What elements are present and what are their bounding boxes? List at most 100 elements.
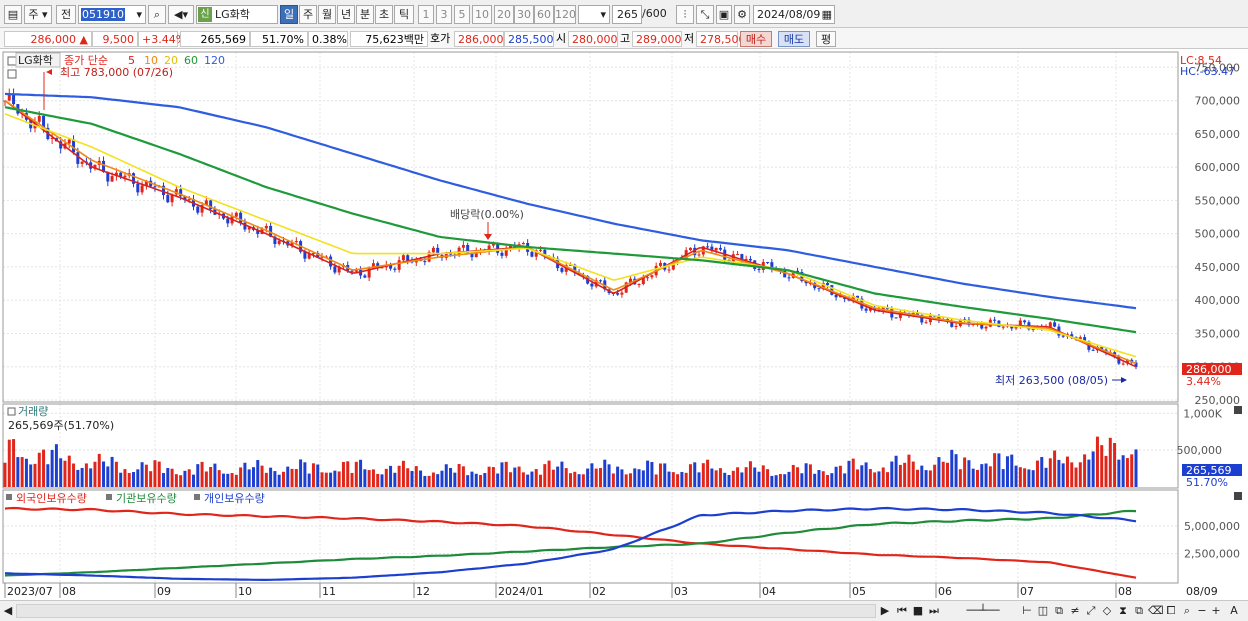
pane-settings-icon[interactable] [7,69,17,79]
period-minute-button[interactable]: 분 [356,5,374,24]
stock-name-field[interactable]: 신 LG화학 [196,5,278,24]
interval-3-button[interactable]: 3 [436,5,452,24]
low-price: 278,500 [696,31,746,47]
volume-bar [654,474,658,487]
volume-bar [1057,459,1061,487]
volume-bar [933,464,937,487]
volume-bar [251,467,255,487]
evaluate-button[interactable]: 평 [816,31,836,47]
low-label: 저 [684,32,695,45]
volume-bar [389,465,393,487]
volume-bar [320,472,324,487]
compare-icon[interactable]: ⤡ [696,5,714,24]
candle-body [504,248,508,256]
volume-bar [192,474,195,487]
volume-bar [234,474,238,487]
market-select[interactable]: 주 ▾ [24,5,52,24]
volume-pane-close-icon[interactable] [1234,406,1242,414]
volume-bar [993,453,997,487]
period-day-button[interactable]: 일 [280,5,298,24]
period-tick-button[interactable]: 틱 [394,5,414,24]
volume-bar [269,467,273,487]
window-icon[interactable]: ◫ [1037,604,1049,617]
holdings-line-0 [4,506,1137,579]
interval-1-button[interactable]: 1 [418,5,434,24]
period-month-button[interactable]: 월 [318,5,336,24]
volume-pane-icon[interactable] [7,407,16,416]
current-price-tag [1182,363,1242,375]
interval-120-button[interactable]: 120 [554,5,576,24]
zoom-icon[interactable]: ⌕ [1183,604,1191,617]
volume-bar [299,459,303,487]
horizontal-scrollbar[interactable] [16,604,876,618]
volume-bar [821,471,825,487]
interval-60-button[interactable]: 60 [534,5,554,24]
scroll-left-icon[interactable]: ◀ [3,604,13,617]
indicator-icon[interactable]: ⫶ [676,5,694,24]
volume-bar [50,449,54,487]
stock-chart[interactable]: 750,000 700,000 650,000 600,000 550,000 500,0… [0,50,1248,600]
stock-code-input[interactable]: 051910 ▾ [78,5,146,24]
stop-icon[interactable]: ■ [912,604,924,617]
interval-20-button[interactable]: 20 [494,5,514,24]
volume-bar [217,470,221,487]
volume-bar [1065,456,1069,487]
draw-line-icon[interactable]: ⤢ [1086,604,1096,617]
volume-bar [1048,458,1052,487]
period-second-button[interactable]: 초 [375,5,393,24]
candle-body [316,253,320,258]
gear-icon[interactable]: ⚙ [734,5,750,24]
candle-body [509,245,513,249]
interval-30-button[interactable]: 30 [514,5,534,24]
zoom-in-icon[interactable]: + [1211,604,1221,617]
all-stocks-button[interactable]: 전 [56,5,76,24]
layer-icon[interactable]: ⧉ [1135,604,1143,617]
volume-bar [457,464,461,487]
sell-button[interactable]: 매도 [778,31,810,47]
volume-bar [521,472,525,487]
candle-body [1048,322,1052,328]
first-page-icon[interactable]: ⏮ [897,604,907,617]
interval-custom-select[interactable]: ▾ [578,5,610,24]
x-axis-right-label: 08/09 [1186,585,1218,598]
chart-menu-icon[interactable]: ▤ [4,5,22,24]
volume-bar [590,463,594,487]
date-input[interactable]: 2024/08/09 ▦ [753,5,835,24]
candle-body [1014,326,1018,329]
count-input[interactable]: 265 [612,5,642,24]
copy-icon[interactable]: ⧉ [1055,604,1063,617]
pane-menu-icon[interactable] [7,56,17,66]
volume-bar [423,475,427,487]
zoom-slider[interactable]: ──┴── [966,604,1000,617]
search-icon[interactable]: ⌕ [148,5,166,24]
volume-bar [736,467,740,487]
auto-scale-icon[interactable]: A [1230,604,1238,617]
fibonacci-icon[interactable]: ≠ [1070,604,1080,617]
volume-bar [346,461,350,487]
volume-bar [598,468,602,487]
candle-body [393,268,397,270]
last-page-icon[interactable]: ⏭ [929,604,939,617]
zoom-out-icon[interactable]: − [1197,604,1207,617]
period-year-button[interactable]: 년 [337,5,355,24]
volume-bar [20,457,24,487]
speaker-icon[interactable]: ◀▾ [168,5,194,24]
candle-body [791,270,795,278]
scroll-right-icon[interactable]: ▶ [880,604,890,617]
duplicate-icon[interactable]: ⧠ [1166,604,1176,617]
volume-bar [410,470,414,487]
buy-button[interactable]: 매수 [740,31,772,47]
eraser-icon[interactable]: ⌫ [1148,604,1164,617]
shape-icon[interactable]: ◇ [1102,604,1112,617]
y-tick-label: 400,000 [1195,294,1241,307]
x-tick-label: 10 [238,585,252,598]
pattern-icon[interactable]: ⧗ [1119,604,1127,617]
period-week-button[interactable]: 주 [299,5,317,24]
candle-body [569,264,572,266]
holdings-pane-close-icon[interactable] [1234,492,1242,500]
crosshair-icon[interactable]: ⊢ [1022,604,1032,617]
interval-10-button[interactable]: 10 [472,5,492,24]
interval-5-button[interactable]: 5 [454,5,470,24]
save-icon[interactable]: ▣ [716,5,732,24]
volume-bar [80,467,84,487]
